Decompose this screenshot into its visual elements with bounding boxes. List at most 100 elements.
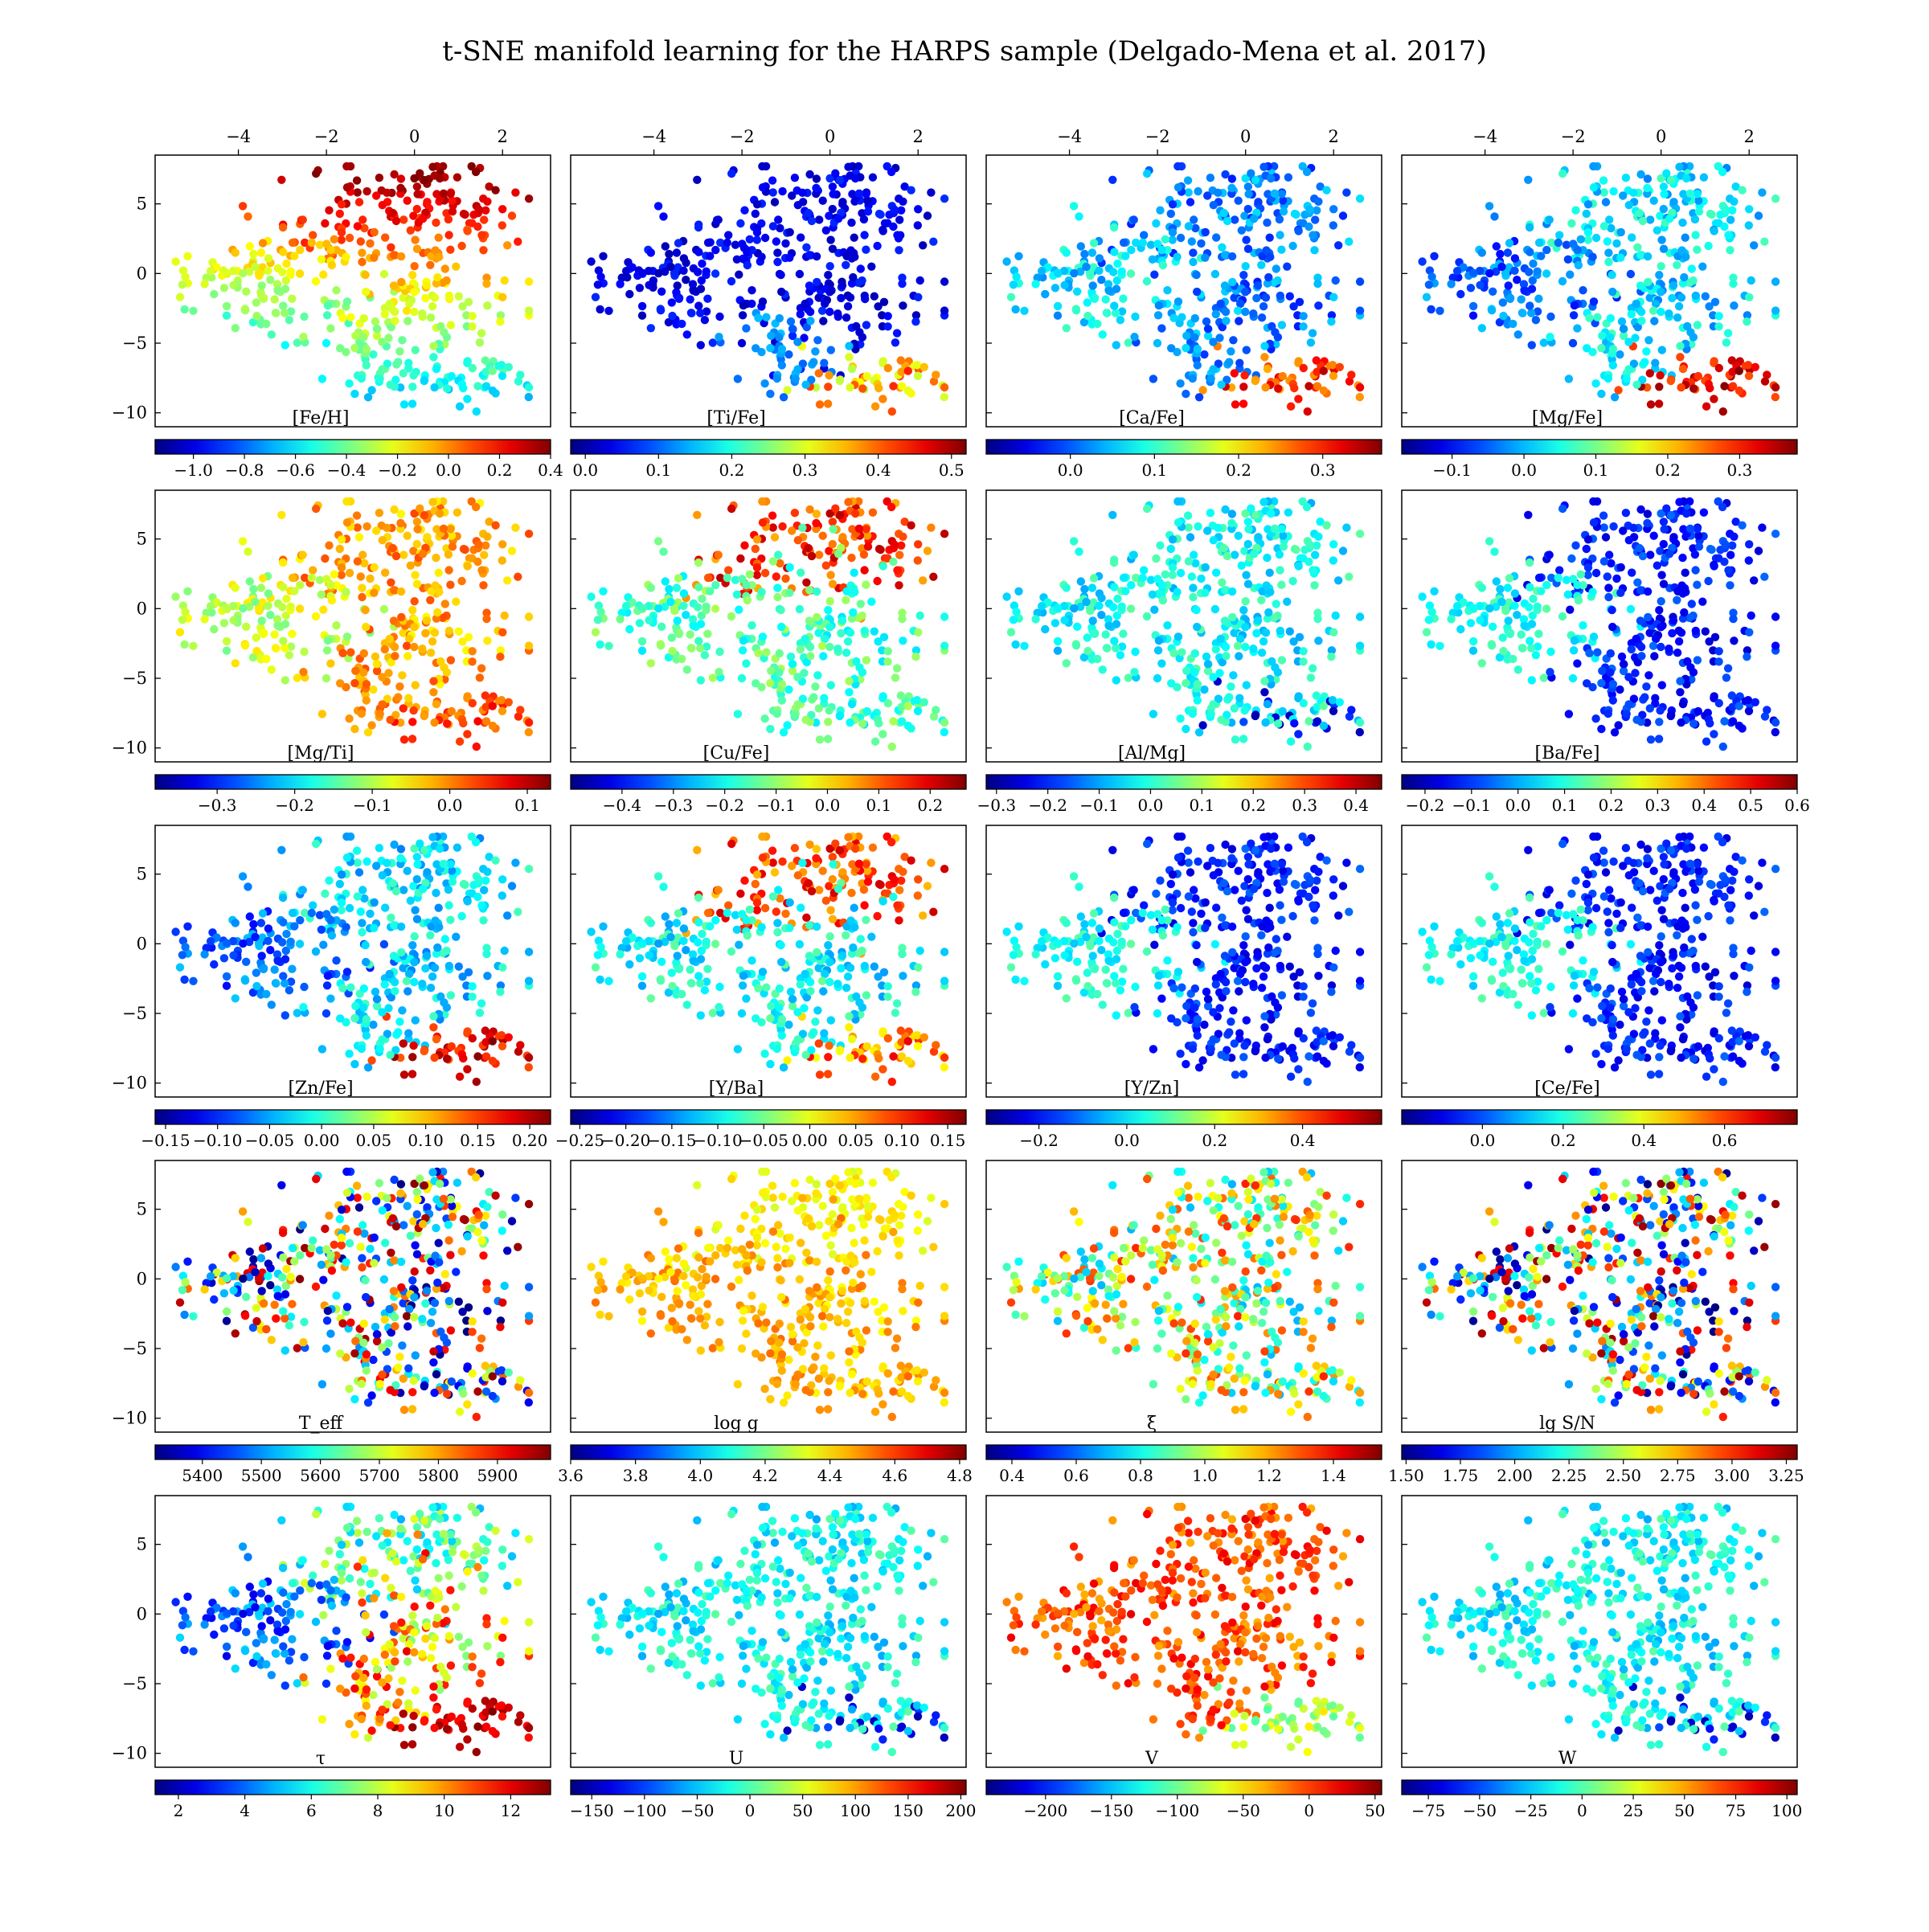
scatter-point bbox=[678, 655, 686, 663]
scatter-point bbox=[287, 938, 295, 946]
scatter-point bbox=[476, 1009, 484, 1017]
scatter-point bbox=[1612, 575, 1620, 583]
scatter-point bbox=[736, 555, 744, 563]
scatter-point bbox=[596, 608, 604, 616]
scatter-point bbox=[829, 875, 837, 883]
scatter-point bbox=[827, 681, 835, 689]
scatter-point bbox=[1261, 383, 1269, 391]
scatter-point bbox=[498, 1042, 506, 1050]
scatter-point bbox=[831, 170, 839, 178]
scatter-point bbox=[1620, 325, 1628, 333]
scatter-point bbox=[448, 372, 456, 380]
scatter-point bbox=[740, 207, 748, 215]
scatter-point bbox=[727, 612, 735, 620]
scatter-point bbox=[1647, 735, 1655, 743]
scatter-point bbox=[1194, 680, 1202, 688]
scatter-point bbox=[427, 984, 435, 992]
scatter-point bbox=[805, 921, 813, 929]
scatter-point bbox=[1227, 184, 1235, 192]
scatter-point bbox=[1608, 606, 1616, 614]
scatter-point bbox=[435, 904, 443, 912]
scatter-point bbox=[1632, 635, 1640, 643]
scatter-point bbox=[666, 933, 674, 941]
scatter-point bbox=[1228, 587, 1236, 596]
scatter-point bbox=[416, 170, 424, 178]
scatter-point bbox=[636, 619, 644, 627]
scatter-point bbox=[1077, 242, 1085, 250]
scatter-point bbox=[469, 364, 477, 372]
scatter-point bbox=[829, 182, 837, 190]
scatter-point bbox=[1636, 506, 1644, 514]
scatter-point bbox=[1266, 588, 1274, 596]
scatter-point bbox=[468, 657, 476, 665]
scatter-point bbox=[727, 170, 735, 178]
scatter-point bbox=[464, 227, 472, 235]
scatter-point bbox=[1710, 730, 1718, 738]
scatter-point bbox=[1239, 383, 1247, 391]
scatter-point bbox=[274, 622, 282, 630]
scatter-point bbox=[1584, 535, 1592, 543]
scatter-point bbox=[443, 384, 451, 392]
scatter-point bbox=[428, 163, 436, 171]
scatter-point bbox=[1567, 219, 1575, 227]
scatter-point bbox=[665, 920, 673, 928]
scatter-point bbox=[1174, 518, 1182, 526]
scatter-point bbox=[694, 636, 702, 645]
scatter-point bbox=[350, 679, 358, 687]
colorbar-tick-label: 0.1 bbox=[514, 796, 540, 815]
scatter-point bbox=[1700, 509, 1708, 517]
scatter-point bbox=[1276, 292, 1284, 300]
scatter-point bbox=[1244, 182, 1252, 190]
colorbar-tick-label: −0.2 bbox=[378, 460, 417, 480]
scatter-point bbox=[801, 970, 809, 978]
scatter-point bbox=[1103, 309, 1111, 317]
scatter-point bbox=[769, 557, 777, 565]
scatter-point bbox=[455, 628, 463, 636]
scatter-point bbox=[1280, 207, 1288, 215]
scatter-point bbox=[825, 308, 833, 316]
scatter-point bbox=[815, 886, 823, 894]
scatter-point bbox=[785, 924, 793, 932]
scatter-point bbox=[1590, 297, 1598, 305]
scatter-point bbox=[1207, 710, 1215, 718]
scatter-point bbox=[452, 598, 460, 606]
scatter-point bbox=[1655, 399, 1663, 407]
scatter-point bbox=[1266, 569, 1274, 577]
scatter-point bbox=[479, 581, 487, 589]
scatter-point bbox=[395, 347, 403, 355]
scatter-point bbox=[852, 657, 860, 665]
scatter-point bbox=[1657, 262, 1665, 270]
scatter-point bbox=[293, 338, 301, 346]
scatter-point bbox=[1060, 616, 1068, 624]
scatter-point bbox=[1116, 316, 1124, 324]
scatter-point bbox=[1157, 324, 1165, 332]
scatter-point bbox=[482, 280, 490, 288]
scatter-point bbox=[1644, 336, 1653, 344]
scatter-point bbox=[1456, 625, 1464, 633]
scatter-point bbox=[914, 205, 922, 213]
scatter-point bbox=[864, 207, 872, 215]
scatter-point bbox=[408, 941, 416, 949]
scatter-point bbox=[183, 923, 191, 931]
scatter-point bbox=[1124, 338, 1132, 346]
scatter-point bbox=[1650, 197, 1658, 205]
scatter-point bbox=[1244, 205, 1252, 213]
scatter-point bbox=[481, 356, 489, 364]
scatter-point bbox=[1097, 611, 1105, 619]
scatter-point bbox=[277, 846, 285, 854]
scatter-point bbox=[940, 865, 948, 873]
scatter-point bbox=[181, 943, 189, 951]
scatter-point bbox=[837, 294, 845, 302]
scatter-point bbox=[1637, 652, 1645, 660]
scatter-point bbox=[694, 894, 702, 902]
scatter-point bbox=[1203, 526, 1211, 534]
scatter-point bbox=[1566, 271, 1574, 279]
scatter-point bbox=[811, 347, 819, 355]
scatter-point bbox=[446, 916, 454, 924]
scatter-point bbox=[869, 844, 877, 852]
scatter-point bbox=[1537, 587, 1545, 595]
scatter-point bbox=[1228, 252, 1236, 260]
scatter-point bbox=[1453, 267, 1461, 275]
scatter-point bbox=[879, 227, 887, 235]
scatter-point bbox=[1724, 231, 1732, 239]
